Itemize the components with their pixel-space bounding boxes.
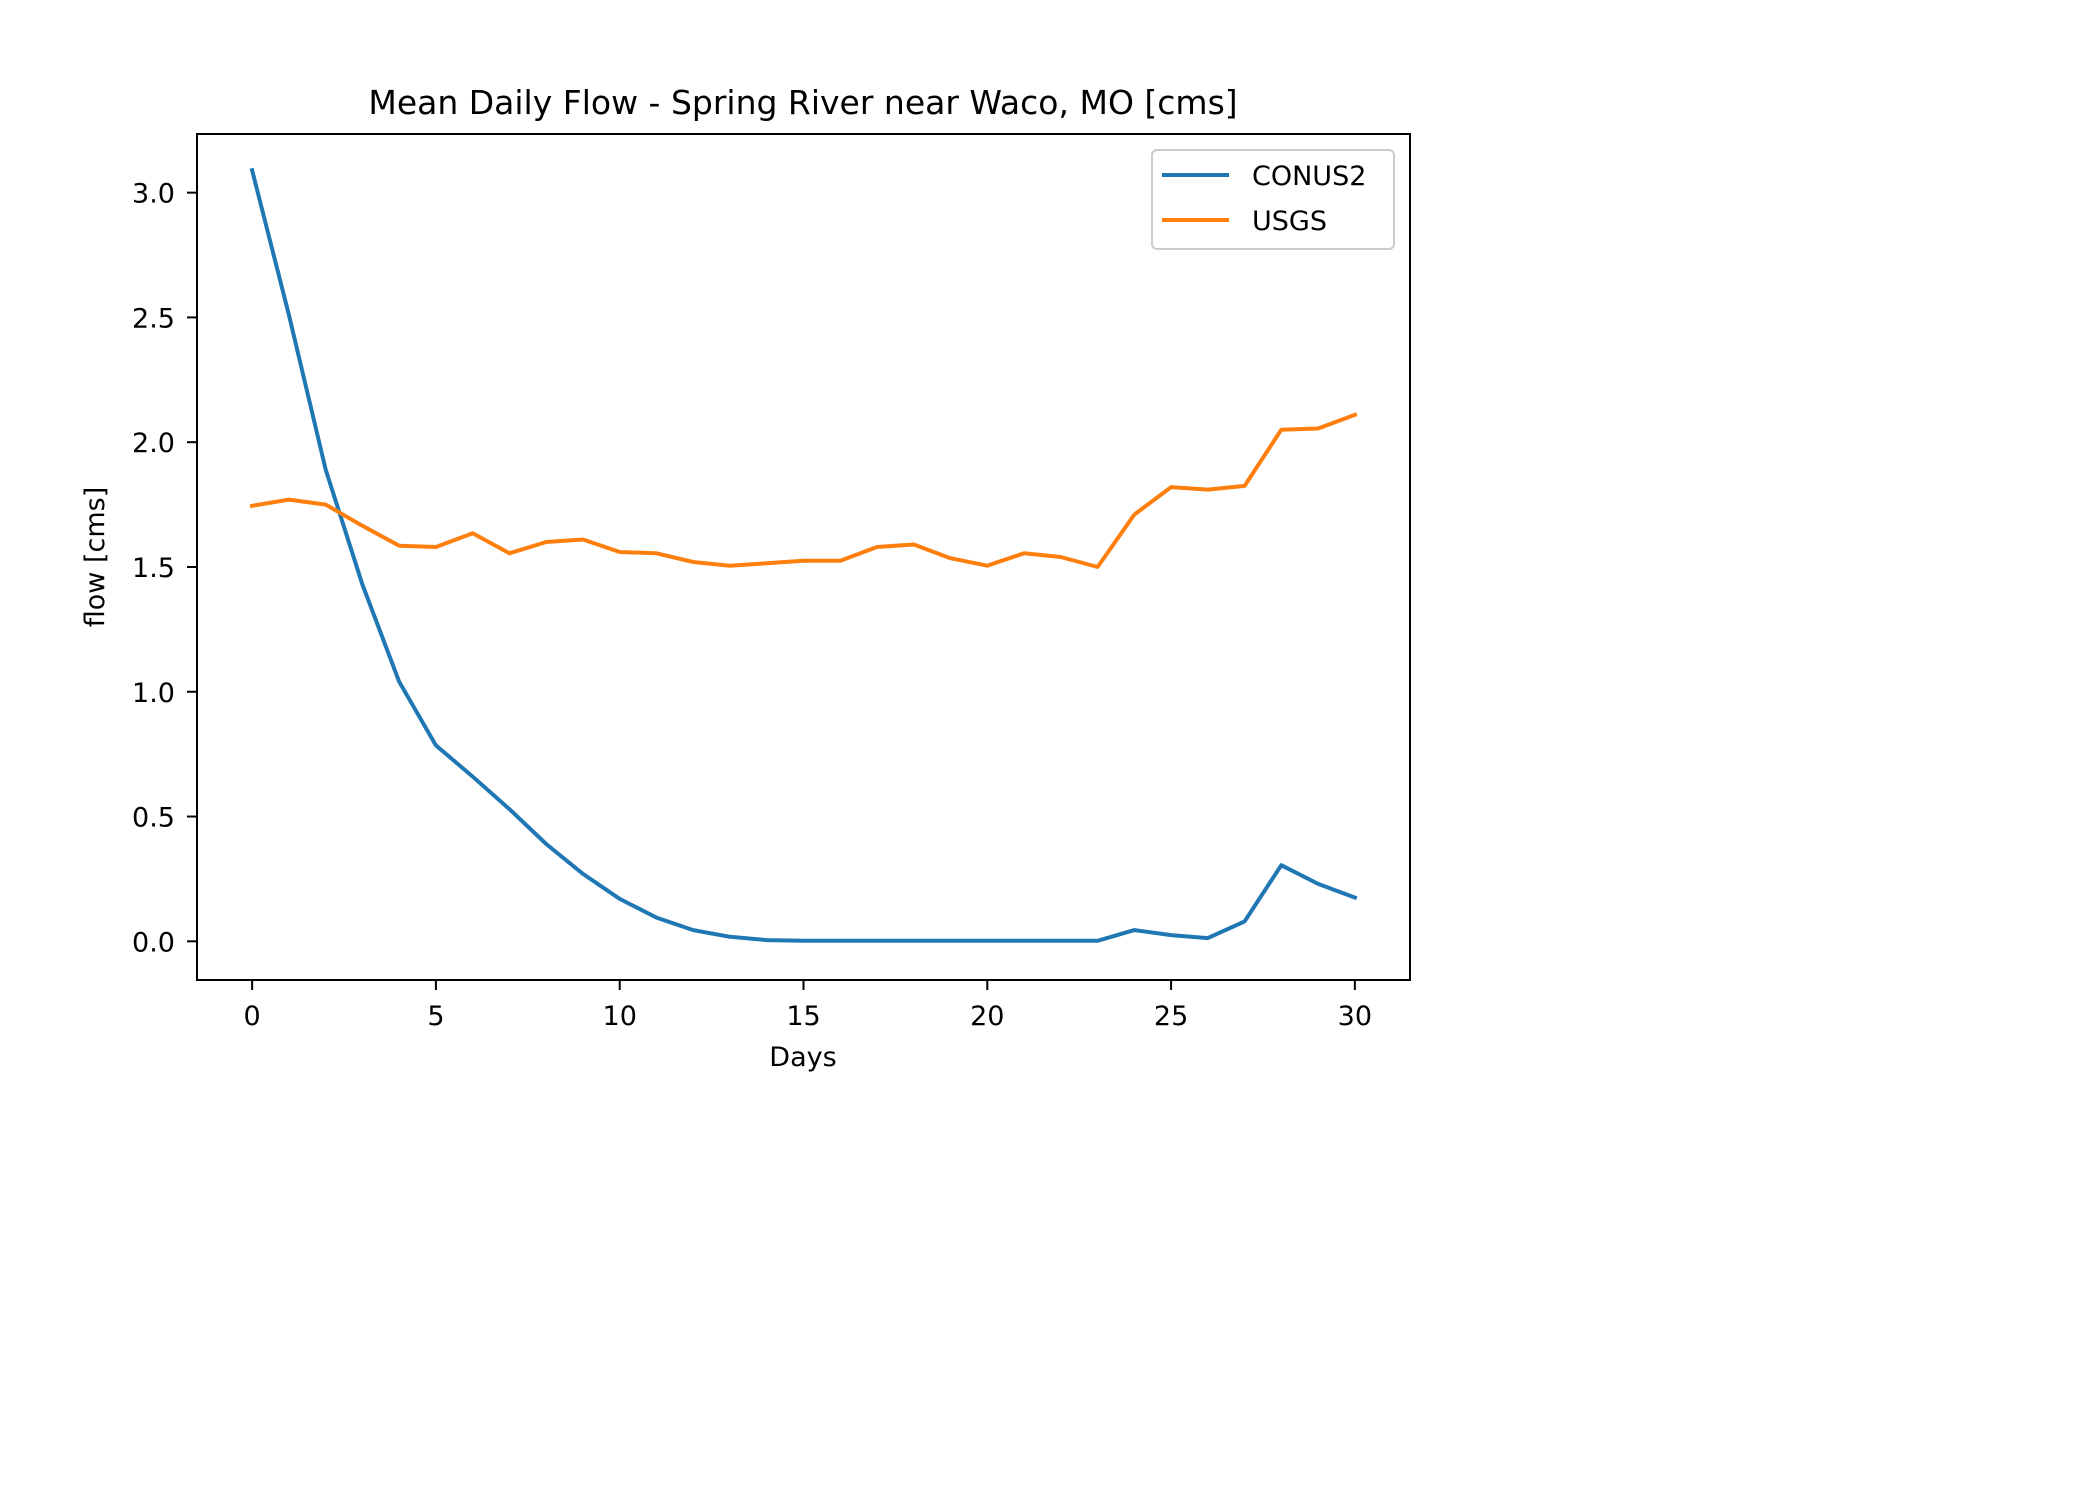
x-axis-label: Days [769,1042,836,1073]
y-axis: 0.0 0.5 1.0 1.5 2.0 2.5 3.0 [132,179,197,958]
x-tick-label: 10 [603,1001,637,1032]
x-tick-label: 20 [970,1001,1004,1032]
chart-figure: Mean Daily Flow - Spring River near Waco… [80,83,1411,1073]
y-tick-label: 3.0 [132,179,175,210]
line-chart: Mean Daily Flow - Spring River near Waco… [80,83,1411,1073]
y-tick-label: 1.0 [132,678,175,709]
x-tick-label: 0 [244,1001,261,1032]
y-tick-label: 2.5 [132,303,175,334]
plot-area [249,167,1358,943]
y-axis-label: flow [cms] [80,487,111,627]
x-tick-label: 30 [1338,1001,1372,1032]
y-tick-label: 0.5 [132,803,175,834]
x-axis: 0 5 10 15 20 25 30 [244,980,1372,1032]
x-tick-label: 25 [1154,1001,1188,1032]
x-tick-label: 5 [427,1001,444,1032]
series-line-usgs [249,412,1358,569]
chart-title: Mean Daily Flow - Spring River near Waco… [368,83,1237,122]
legend-label: CONUS2 [1252,161,1366,192]
x-tick-label: 15 [786,1001,820,1032]
y-tick-label: 2.0 [132,428,175,459]
y-tick-label: 0.0 [132,927,175,958]
series-line-conus2 [249,167,1358,943]
legend-label: USGS [1252,206,1327,237]
legend: CONUS2 USGS [1151,149,1395,250]
y-tick-label: 1.5 [132,553,175,584]
